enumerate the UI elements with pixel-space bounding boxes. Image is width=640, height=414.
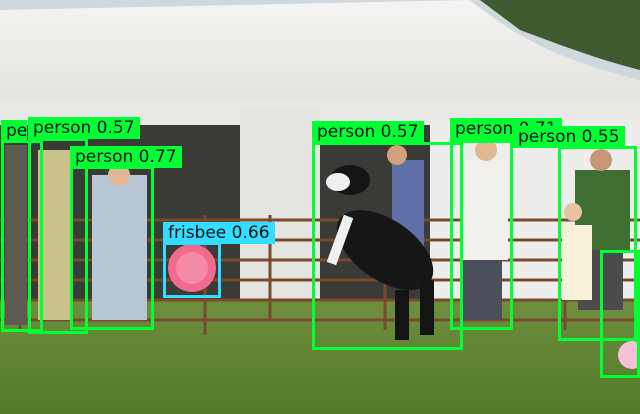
detection-person-7-box — [600, 250, 640, 378]
detection-person-4-label: person 0.57 — [312, 121, 424, 143]
detection-person-1-label: pe — [1, 120, 27, 142]
pink-object — [618, 341, 640, 369]
detection-frisbee-label: frisbee 0.66 — [163, 222, 275, 244]
frisbee-inner — [176, 252, 208, 284]
detection-person-6-label: person 0.55 — [513, 126, 625, 148]
detection-person-3-label: person 0.77 — [70, 146, 182, 168]
jumping-dog — [326, 165, 434, 340]
detection-person-3-box — [70, 166, 154, 330]
detection-person-4-box — [312, 142, 463, 350]
detection-person-2-box — [28, 138, 88, 334]
detection-person-5-box — [450, 140, 513, 330]
detection-person-2-label: person 0.57 — [28, 117, 140, 139]
detection-frisbee-box — [163, 242, 221, 298]
spectators — [5, 139, 630, 325]
tree-hill — [480, 0, 640, 70]
tent-panel-left — [240, 110, 320, 310]
